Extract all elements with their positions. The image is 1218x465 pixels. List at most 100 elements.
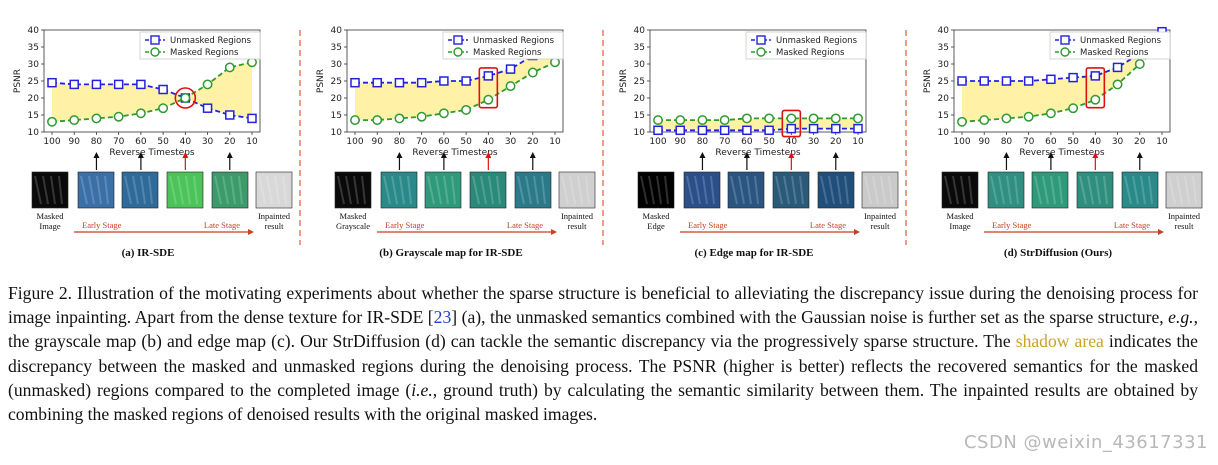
data-point-masked (653, 115, 663, 126)
thumbnail-texture (664, 175, 669, 205)
data-point-unmasked (675, 125, 685, 136)
x-tick-label: 50 (763, 137, 775, 147)
legend-marker-unmasked (453, 35, 463, 45)
data-point-unmasked (1023, 76, 1034, 86)
data-point-unmasked (136, 79, 146, 90)
denoised-thumbnail (1076, 171, 1114, 209)
data-point-unmasked (372, 77, 382, 88)
data-point-unmasked (1001, 76, 1012, 86)
thumbnail-texture (407, 175, 412, 205)
thumbnail-texture (738, 175, 745, 205)
x-tick-label: 40 (1090, 137, 1102, 147)
thumbnail-texture (710, 175, 715, 205)
thumbnail-texture (1014, 175, 1019, 205)
data-point-unmasked (416, 77, 427, 88)
y-tick-label: 30 (28, 60, 40, 70)
y-tick-label: 40 (938, 26, 950, 36)
x-tick-label: 80 (1001, 137, 1013, 147)
inpainted-result-thumbnail (255, 171, 293, 209)
data-point-masked (1068, 103, 1079, 114)
thumbnail-texture (353, 175, 359, 205)
legend-label-unmasked: Unmasked Regions (170, 36, 252, 46)
thumbnail-texture (169, 175, 177, 205)
data-point-masked (1090, 94, 1101, 105)
y-tick-label: 15 (938, 111, 949, 121)
thumbnail-texture (1050, 175, 1056, 205)
late-stage-label: Late Stage (810, 220, 846, 230)
data-point-unmasked (957, 76, 967, 86)
series-line-unmasked (355, 39, 556, 84)
thumbnail-texture (1095, 175, 1101, 205)
thumbnail-texture (525, 175, 532, 205)
data-point-masked (719, 115, 730, 126)
caption-part-1: Figure 2. Illustration of the motivating… (8, 283, 1198, 328)
series-line-masked (355, 61, 556, 121)
timestep-arrowhead (699, 152, 706, 158)
data-point-masked (438, 108, 449, 119)
timestep-arrowhead (529, 152, 536, 158)
thumbnail-texture (686, 175, 694, 205)
result-label: Inpainted (258, 211, 291, 221)
denoised-thumbnail (514, 171, 552, 209)
x-tick-label: 70 (416, 137, 428, 147)
data-point-unmasked (742, 125, 752, 136)
watermark: CSDN @weixin_43617331 (963, 432, 1208, 453)
x-tick-label: 80 (394, 137, 406, 147)
legend-marker-masked (1060, 47, 1070, 57)
timestep-arrowhead (1003, 152, 1010, 158)
thumbnail-texture (730, 175, 738, 205)
thumbnail-texture (1006, 175, 1012, 205)
data-point-masked (527, 67, 538, 78)
inpainted-result-thumbnail (558, 171, 596, 209)
y-tick-label: 10 (28, 128, 40, 138)
thumbnail-texture (888, 175, 893, 205)
legend-marker-unmasked (150, 35, 160, 45)
data-point-masked (505, 81, 516, 92)
y-tick-label: 35 (331, 43, 342, 53)
x-axis-label: Reverse Timesteps (715, 148, 801, 158)
shadow-area (658, 118, 858, 131)
thumbnail-texture (266, 175, 273, 205)
thumbnail-texture (648, 175, 655, 205)
data-point-masked (830, 113, 841, 124)
x-tick-label: 100 (953, 137, 970, 147)
thumbnail-texture (435, 175, 442, 205)
y-tick-label: 35 (634, 43, 645, 53)
thumbnail-texture (177, 175, 184, 205)
caption-ie: i.e. (411, 379, 433, 400)
thumbnail-texture (1087, 175, 1094, 205)
thumbnail-texture (42, 175, 49, 205)
input-label: Masked (37, 211, 65, 221)
thumbnail-texture (193, 175, 198, 205)
stage-arrowhead (248, 229, 254, 235)
thumbnail-texture (998, 175, 1005, 205)
data-point-masked (786, 113, 797, 124)
legend-marker-masked (453, 47, 463, 57)
data-point-masked (808, 113, 819, 124)
highlight-circle (174, 87, 197, 109)
y-tick-label: 20 (331, 94, 343, 104)
y-axis-label: PSNR (316, 69, 326, 93)
denoised-thumbnail (380, 171, 418, 209)
data-point-masked (158, 103, 169, 114)
y-axis-label: PSNR (13, 69, 23, 93)
legend-box (745, 31, 867, 60)
y-tick-label: 40 (331, 26, 343, 36)
thumbnail-texture (34, 175, 42, 205)
thumbnail-texture (960, 175, 966, 205)
result-label: result (568, 221, 588, 231)
thumbnail-texture (880, 175, 886, 205)
data-point-masked (416, 111, 427, 122)
thumbnail-texture (754, 175, 759, 205)
thumbnail-texture (96, 175, 102, 205)
citation-link[interactable]: 23 (433, 307, 452, 328)
input-label: Masked (643, 211, 671, 221)
x-axis-label: Reverse Timesteps (1019, 148, 1105, 158)
thumbnail-texture (1176, 175, 1183, 205)
thumbnail-texture (783, 175, 790, 205)
x-tick-label: 70 (719, 137, 731, 147)
y-tick-label: 10 (938, 128, 950, 138)
data-point-unmasked (69, 79, 79, 90)
x-tick-label: 90 (371, 137, 383, 147)
y-tick-label: 10 (331, 128, 343, 138)
